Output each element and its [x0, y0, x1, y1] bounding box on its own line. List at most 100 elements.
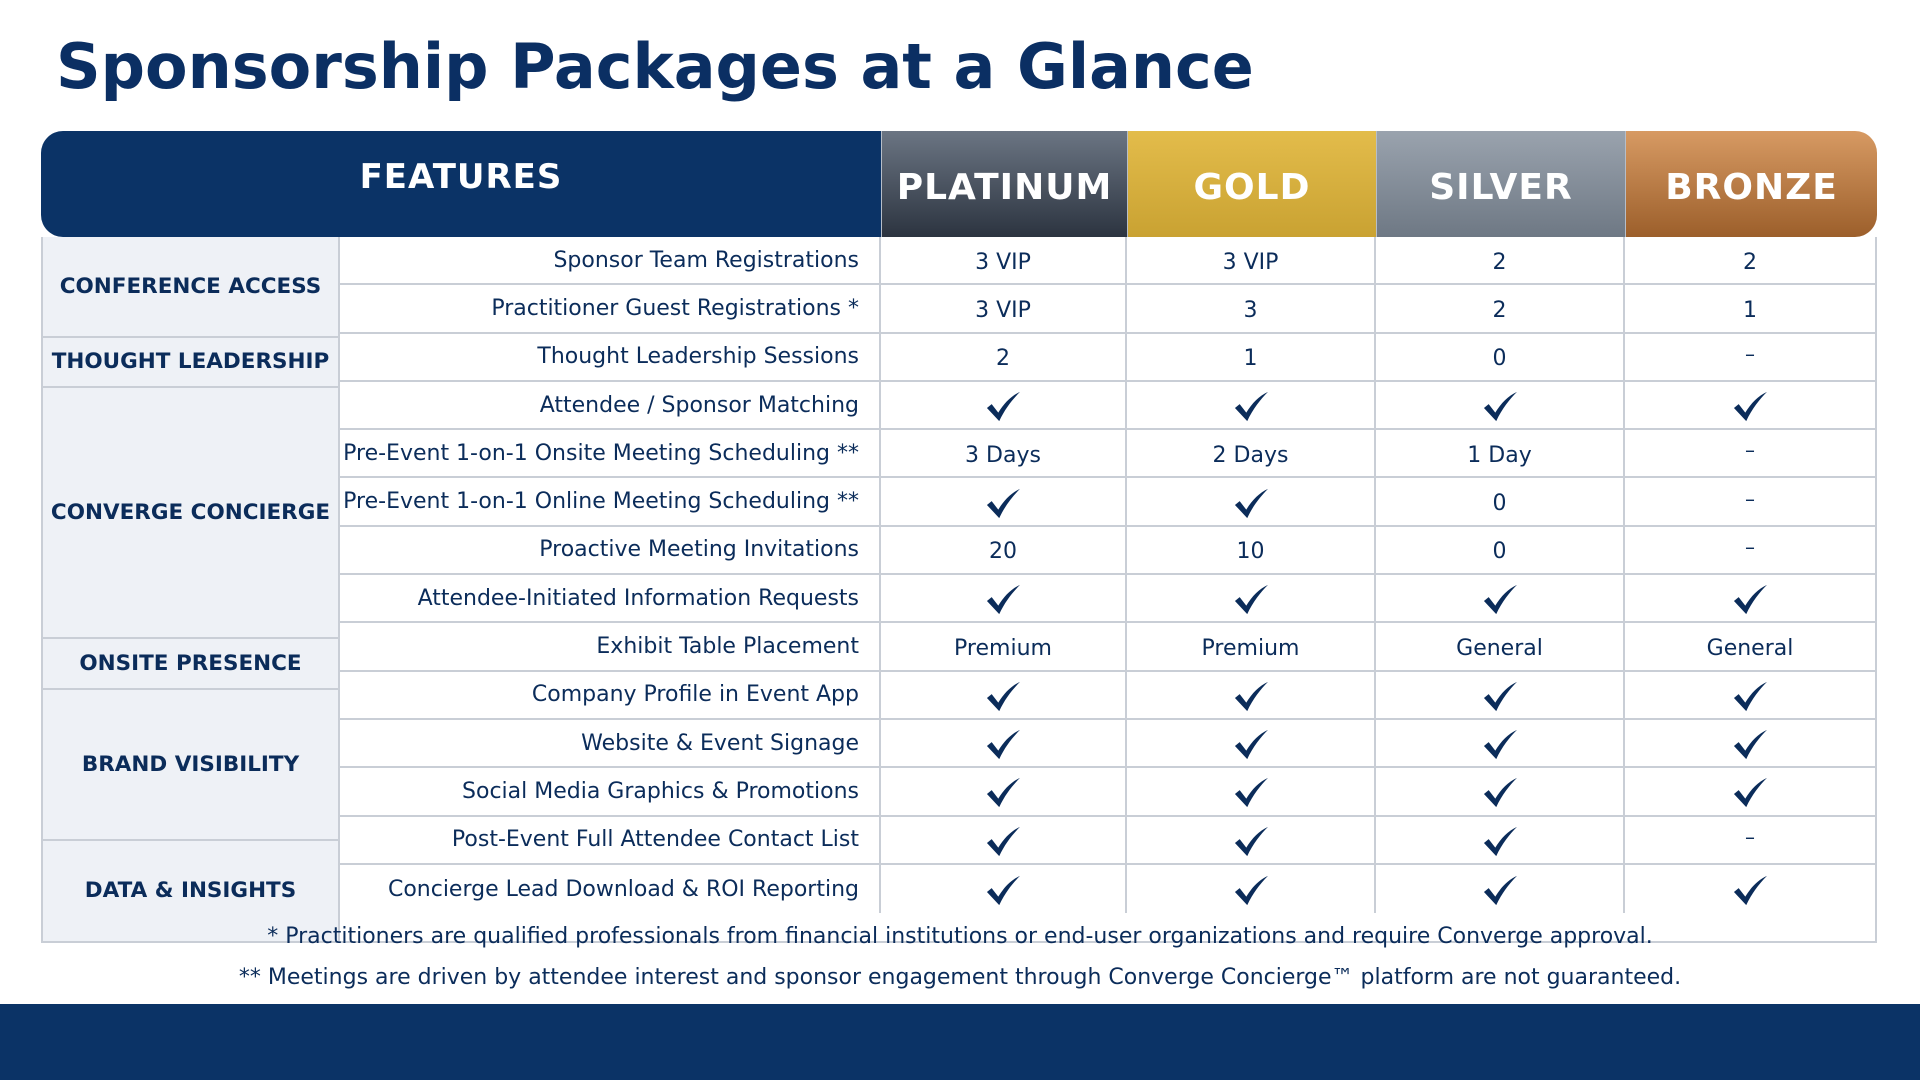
feature-label: Exhibit Table Placement — [596, 634, 859, 660]
checkmark-icon — [1234, 681, 1268, 711]
checkmark-icon — [1234, 729, 1268, 760]
category-label: BRAND VISIBILITY — [43, 689, 338, 841]
value-text: 2 Days — [1212, 442, 1289, 468]
tier-value: 2 Days — [1125, 430, 1374, 477]
category-label: CONVERGE CONCIERGE — [43, 387, 338, 640]
value-text: General — [1456, 636, 1543, 662]
table-row: Exhibit Table Placement Premium Premium Gen… — [340, 623, 1875, 672]
tier-cell — [1374, 816, 1623, 863]
tier-cell — [1374, 575, 1623, 622]
feature-label: Post-Event Full Attendee Contact List — [451, 827, 859, 853]
tier-cell — [1125, 768, 1374, 815]
tier-cell — [1374, 381, 1623, 429]
tier-cell — [879, 575, 1125, 622]
value-text: 10 — [1236, 539, 1265, 565]
tier-cell — [1623, 381, 1875, 429]
tier-cell — [1374, 719, 1623, 767]
tier-cell — [879, 816, 1125, 863]
tier-cell — [1125, 575, 1374, 622]
checkmark-icon — [986, 391, 1020, 422]
feature-rows: Sponsor Team Registrations 3 VIP 3 VIP 2 2 Pr… — [338, 237, 1875, 942]
feature-label: Company Profile in Event App — [531, 682, 859, 708]
footnote-practitioners: * Practitioners are qualified profession… — [267, 924, 1653, 949]
dash-icon: – — [1745, 824, 1755, 849]
value-text: 1 Day — [1467, 442, 1532, 468]
table-row: Concierge Lead Download & ROI Reporting — [340, 864, 1875, 914]
checkmark-icon — [986, 488, 1020, 518]
tier-value: – — [1623, 478, 1875, 525]
checkmark-icon — [986, 585, 1020, 615]
tier-cell — [1623, 671, 1875, 718]
tier-value: 3 VIP — [879, 237, 1125, 284]
feature-label: Attendee-Initiated Information Requests — [417, 585, 859, 611]
dash-icon: – — [1745, 438, 1755, 463]
value-text: 3 — [1243, 297, 1258, 323]
tier-value: 2 — [879, 333, 1125, 380]
value-text: 3 Days — [965, 442, 1041, 468]
feature-label: Proactive Meeting Invitations — [539, 537, 859, 563]
table-row: Pre-Event 1-on-1 Online Meeting Scheduli… — [340, 478, 1875, 527]
value-text: 1 — [1743, 297, 1757, 323]
tier-value: 1 — [1125, 333, 1374, 380]
value-text: 0 — [1492, 346, 1507, 372]
value-text: 0 — [1492, 539, 1507, 565]
tier-cell — [1623, 575, 1875, 622]
table-row: Social Media Graphics & Promotions — [340, 768, 1875, 817]
tier-value: – — [1623, 333, 1875, 380]
checkmark-icon — [1733, 729, 1767, 760]
value-text: 2 — [1743, 249, 1757, 275]
value-text: 3 VIP — [975, 249, 1031, 275]
tier-cell — [1623, 719, 1875, 767]
table-row: Practitioner Guest Registrations * 3 VIP 3… — [340, 285, 1875, 334]
feature-label: Attendee / Sponsor Matching — [539, 392, 859, 418]
category-label: ONSITE PRESENCE — [43, 639, 338, 690]
tier-header-platinum: PLATINUM — [881, 131, 1127, 237]
tier-value: – — [1623, 430, 1875, 477]
checkmark-icon — [1234, 875, 1268, 906]
tier-cell — [1623, 864, 1875, 914]
checkmark-icon — [1733, 391, 1767, 422]
checkmark-icon — [1234, 488, 1268, 518]
tier-cell — [1374, 671, 1623, 718]
value-text: 1 — [1243, 346, 1258, 372]
table-row: Sponsor Team Registrations 3 VIP 3 VIP 2 2 — [340, 237, 1875, 286]
tier-cell — [879, 381, 1125, 429]
sponsorship-table: FEATURES PLATINUM GOLD SILVER BRONZE CON… — [41, 131, 1877, 944]
tier-value: 2 — [1623, 237, 1875, 284]
value-text: 0 — [1492, 491, 1507, 517]
tier-cell — [1125, 719, 1374, 767]
value-text: Premium — [954, 636, 1052, 662]
value-text: 2 — [1492, 249, 1507, 275]
table-row: Website & Event Signage — [340, 719, 1875, 769]
feature-label: Website & Event Signage — [581, 730, 859, 756]
footnote-meetings: ** Meetings are driven by attendee inter… — [238, 965, 1682, 990]
tier-cell — [1125, 478, 1374, 525]
category-label: THOUGHT LEADERSHIP — [43, 337, 338, 388]
tier-value: 10 — [1125, 526, 1374, 574]
table-header: FEATURES PLATINUM GOLD SILVER BRONZE — [41, 131, 1877, 237]
table-body: CONFERENCE ACCESS THOUGHT LEADERSHIP CONVE… — [41, 237, 1877, 944]
tier-cell — [1125, 671, 1374, 718]
tier-value: 2 — [1374, 285, 1623, 332]
table-row: Proactive Meeting Invitations 20 10 0 – — [340, 526, 1875, 576]
table-row: Attendee-Initiated Information Requests — [340, 575, 1875, 624]
checkmark-icon — [1234, 585, 1268, 615]
tier-header-bronze: BRONZE — [1625, 131, 1877, 237]
tier-cell — [1125, 816, 1374, 863]
tier-value: 3 VIP — [1125, 237, 1374, 284]
tier-value: 0 — [1374, 526, 1623, 574]
features-header: FEATURES — [41, 131, 881, 237]
category-label: DATA & INSIGHTS — [43, 840, 338, 942]
checkmark-icon — [1483, 778, 1517, 808]
feature-label: Pre-Event 1-on-1 Online Meeting Scheduli… — [343, 489, 859, 515]
checkmark-icon — [1733, 681, 1767, 711]
tier-cell — [1374, 864, 1623, 914]
tier-value: 3 Days — [879, 430, 1125, 477]
checkmark-icon — [1483, 826, 1517, 856]
dash-icon: – — [1745, 534, 1755, 559]
checkmark-icon — [1234, 778, 1268, 808]
feature-label: Social Media Graphics & Promotions — [462, 778, 859, 804]
footer-bar — [0, 1004, 1920, 1080]
category-label: CONFERENCE ACCESS — [43, 237, 338, 338]
value-text: 20 — [989, 539, 1017, 565]
